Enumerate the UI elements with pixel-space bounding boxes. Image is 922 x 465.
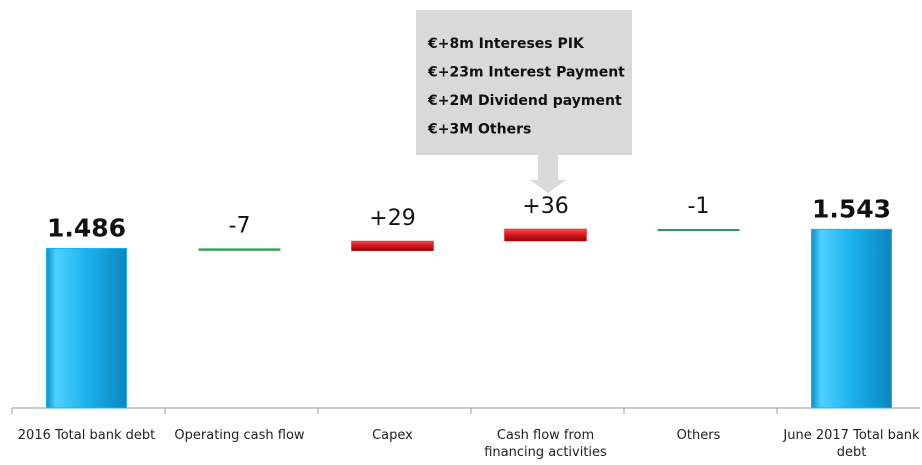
total-bar <box>811 228 892 409</box>
callout-text: €+2M Dividend payment <box>427 93 622 109</box>
callout-box <box>416 10 632 155</box>
x-tick-label: 2016 Total bank debt <box>17 428 156 443</box>
callout-text: €+8m Intereses PIK <box>427 36 585 52</box>
callout-text: €+23m Interest Payment <box>427 65 625 81</box>
decrease-bar <box>198 248 281 251</box>
value-label: 1.543 <box>812 194 891 223</box>
x-tick-label: Others <box>676 428 721 443</box>
callout-text: €+3M Others <box>427 122 531 138</box>
x-tick-label: Cash flow from financing activities <box>484 428 607 460</box>
x-tick-label: June 2017 Total bank debt <box>783 428 920 460</box>
value-label: 1.486 <box>47 213 126 242</box>
x-tick-label: Operating cash flow <box>174 428 305 443</box>
value-label: -7 <box>229 213 251 238</box>
total-bar <box>46 247 127 409</box>
callout-arrow <box>530 155 566 193</box>
value-label: +36 <box>522 194 568 219</box>
value-label: +29 <box>369 206 415 231</box>
increase-bar <box>351 240 434 252</box>
increase-bar <box>504 228 587 242</box>
x-tick-label: Capex <box>372 428 413 443</box>
decrease-bar <box>657 229 740 231</box>
value-label: -1 <box>688 194 710 219</box>
